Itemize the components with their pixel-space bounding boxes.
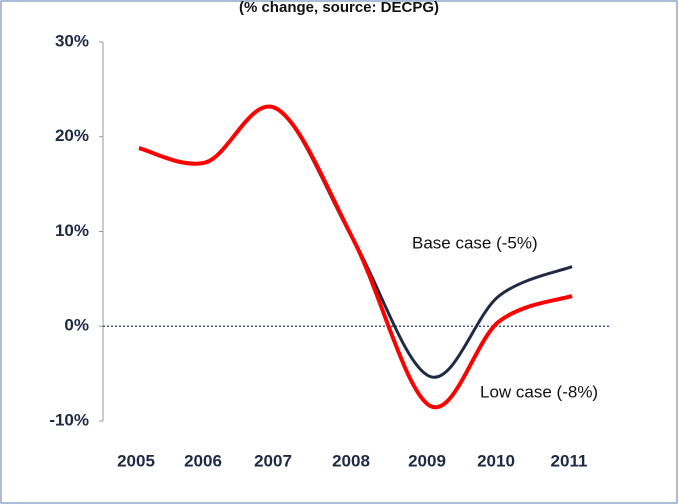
x-tick-label: 2009 — [408, 451, 446, 470]
series-label: Base case (-5%) — [412, 233, 538, 252]
x-tick-label: 2006 — [184, 451, 222, 470]
y-tick-label: 30% — [55, 31, 89, 50]
y-tick-label: -10% — [49, 410, 89, 429]
x-tick-label: 2005 — [117, 451, 155, 470]
series-line — [138, 104, 573, 410]
x-tick-label: 2008 — [332, 451, 370, 470]
chart-title: (% change, source: DECPG) — [239, 0, 439, 16]
x-tick-label: 2007 — [254, 451, 292, 470]
y-tick-label: 20% — [55, 126, 89, 145]
y-tick-label: 0% — [64, 316, 89, 335]
x-tick-label: 2010 — [477, 451, 515, 470]
x-tick-label: 2011 — [551, 451, 588, 470]
y-tick-label: 10% — [55, 221, 89, 240]
series-label: Low case (-8%) — [480, 382, 598, 401]
